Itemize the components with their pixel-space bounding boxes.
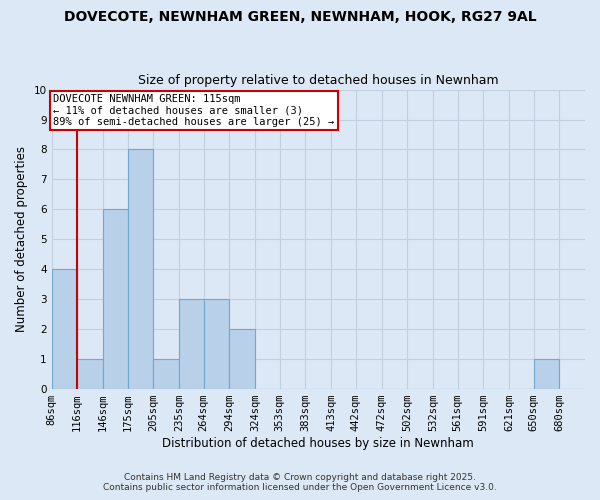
Bar	[153, 359, 179, 389]
Title: Size of property relative to detached houses in Newnham: Size of property relative to detached ho…	[138, 74, 499, 87]
Text: Contains HM Land Registry data © Crown copyright and database right 2025.
Contai: Contains HM Land Registry data © Crown c…	[103, 473, 497, 492]
Bar	[77, 359, 103, 389]
Bar	[204, 299, 229, 389]
X-axis label: Distribution of detached houses by size in Newnham: Distribution of detached houses by size …	[163, 437, 474, 450]
Y-axis label: Number of detached properties: Number of detached properties	[15, 146, 28, 332]
Text: DOVECOTE, NEWNHAM GREEN, NEWNHAM, HOOK, RG27 9AL: DOVECOTE, NEWNHAM GREEN, NEWNHAM, HOOK, …	[64, 10, 536, 24]
Bar	[103, 210, 128, 389]
Bar	[534, 359, 559, 389]
Bar	[179, 299, 204, 389]
Text: DOVECOTE NEWNHAM GREEN: 115sqm
← 11% of detached houses are smaller (3)
89% of s: DOVECOTE NEWNHAM GREEN: 115sqm ← 11% of …	[53, 94, 335, 127]
Bar	[52, 270, 77, 389]
Bar	[128, 150, 153, 389]
Bar	[229, 329, 255, 389]
